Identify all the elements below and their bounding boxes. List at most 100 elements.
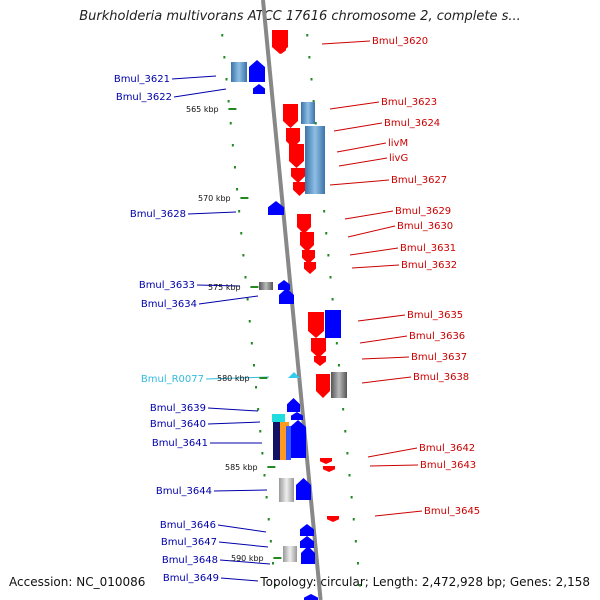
right-leader	[329, 179, 390, 186]
right-gene-label: Bmul_3632	[401, 260, 457, 271]
reverse-gene-arrow	[279, 288, 294, 304]
forward-gene-arrow	[302, 250, 315, 264]
forward-gene-arrow	[320, 458, 332, 464]
reverse-gene-arrow	[290, 420, 306, 458]
scale-label: 590 kbp	[231, 554, 264, 563]
left-gene-label: Bmul_3622	[116, 92, 172, 103]
right-leader	[344, 210, 394, 220]
left-leader	[187, 211, 237, 215]
right-gene-label: Bmul_3630	[397, 221, 453, 232]
gene-block	[301, 102, 315, 124]
right-gene-label: Bmul_3643	[420, 460, 476, 471]
right-leader	[361, 356, 410, 360]
forward-gene-arrow	[291, 168, 305, 183]
reverse-gene-arrow	[291, 412, 303, 420]
scale-label: 565 kbp	[186, 105, 219, 114]
forward-gene-arrow	[286, 128, 300, 148]
left-leader	[217, 524, 267, 533]
reverse-gene-arrow	[300, 536, 314, 548]
right-gene-label: Bmul_3629	[395, 206, 451, 217]
left-gene-label: Bmul_3621	[114, 74, 170, 85]
gene-block	[283, 546, 297, 562]
right-leader	[349, 247, 399, 256]
reverse-gene-arrow	[301, 546, 315, 564]
forward-gene-arrow	[311, 338, 326, 358]
right-gene-label: Bmul_3645	[424, 506, 480, 517]
left-leader	[220, 577, 259, 582]
accession-text: Accession: NC_010086	[9, 575, 146, 589]
right-leader	[333, 122, 383, 132]
right-leader	[359, 335, 408, 344]
right-gene-label: Bmul_3623	[381, 97, 437, 108]
gene-block	[231, 62, 247, 82]
map-title: Burkholderia multivorans ATCC 17616 chro…	[79, 9, 521, 24]
label-leaders	[171, 40, 423, 582]
right-gene-label: Bmul_3638	[413, 372, 469, 383]
reverse-gene-arrow	[249, 60, 265, 82]
left-gene-label: Bmul_3640	[150, 419, 206, 430]
right-gene-label: Bmul_3627	[391, 175, 447, 186]
forward-gene-arrow	[327, 516, 339, 522]
gene-block	[331, 372, 347, 398]
right-leader	[357, 314, 406, 322]
right-leader	[329, 101, 380, 110]
forward-gene-arrow	[300, 232, 314, 252]
forward-gene-arrow	[314, 356, 326, 366]
left-gene-label: Bmul_3647	[161, 537, 217, 548]
left-leader	[173, 88, 227, 98]
right-gene-label: Bmul_3620	[372, 36, 428, 47]
scale-labels: 565 kbp 570 kbp 575 kbp 580 kbp 585 kbp 590 k…	[186, 105, 282, 563]
gene-block	[259, 282, 273, 290]
scale-label: 570 kbp	[198, 194, 231, 203]
left-gene-label: Bmul_3639	[150, 403, 206, 414]
left-leader	[207, 407, 259, 412]
forward-gene-arrow	[308, 312, 324, 338]
right-leader	[369, 464, 419, 467]
left-leader	[218, 541, 269, 548]
forward-gene-arrow	[297, 214, 311, 234]
reverse-gene-arrow	[300, 524, 314, 536]
right-gene-label: Bmul_3636	[409, 331, 465, 342]
left-leader	[171, 75, 217, 80]
left-gene-label: Bmul_3633	[139, 280, 195, 291]
left-leader	[196, 284, 241, 287]
gene-block	[305, 126, 325, 194]
right-gene-label: livM	[388, 138, 408, 149]
forward-gene-arrow	[323, 466, 335, 472]
scale-label: 580 kbp	[217, 374, 250, 383]
right-leader	[338, 157, 388, 167]
right-leader	[367, 447, 418, 458]
position-ticks	[221, 34, 362, 587]
left-gene-label: Bmul_3628	[130, 209, 186, 220]
left-gene-label: Bmul_3634	[141, 299, 197, 310]
reverse-gene-arrow	[296, 478, 311, 500]
forward-gene-arrow	[304, 262, 316, 274]
right-gene-label: Bmul_3631	[400, 243, 456, 254]
right-leader	[374, 510, 423, 517]
right-gene-label: livG	[389, 153, 408, 164]
left-gene-label: Bmul_3646	[160, 520, 216, 531]
gene-block	[325, 310, 341, 338]
left-gene-label: Bmul_3641	[152, 438, 208, 449]
gene-block	[273, 422, 281, 460]
left-leader	[213, 489, 268, 492]
forward-gene-arrow	[289, 144, 304, 168]
reverse-gene-arrow	[253, 84, 265, 94]
gene-features	[231, 30, 347, 600]
summary-text: Topology: circular; Length: 2,472,928 bp…	[260, 575, 590, 589]
right-leader	[351, 264, 400, 269]
left-leader	[198, 295, 259, 305]
gene-block	[286, 426, 291, 460]
right-gene-label: Bmul_3635	[407, 310, 463, 321]
right-gene-label: Bmul_3642	[419, 443, 475, 454]
left-gene-label: Bmul_3644	[156, 486, 212, 497]
right-leader	[321, 40, 371, 45]
reverse-gene-arrow	[287, 398, 300, 412]
scale-label: 585 kbp	[225, 463, 258, 472]
rna-gene-arrow	[288, 372, 300, 378]
right-leader	[361, 376, 412, 384]
left-leader	[219, 559, 271, 565]
left-gene-label: Bmul_R0077	[141, 374, 204, 385]
forward-gene-arrow	[316, 374, 330, 398]
